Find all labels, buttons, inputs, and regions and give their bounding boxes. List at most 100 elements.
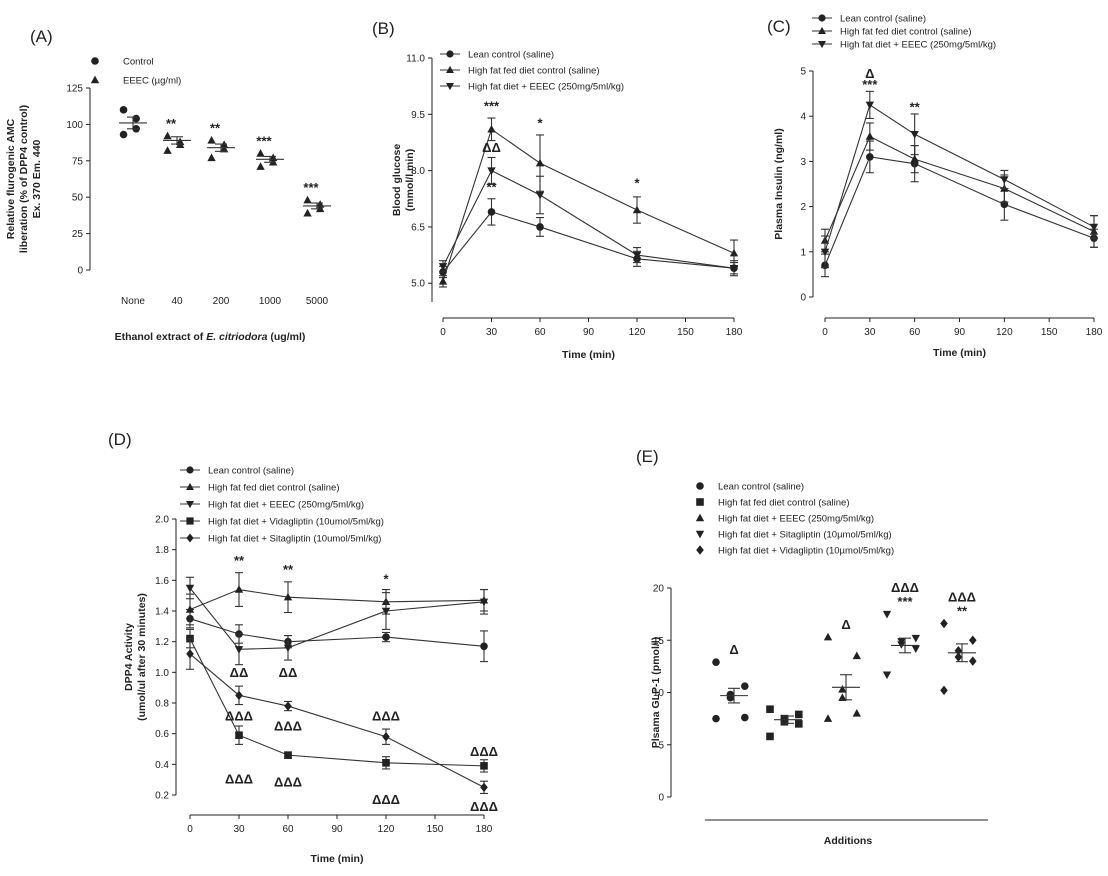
legend-marker: [818, 40, 826, 49]
legend-marker: [696, 482, 704, 490]
x-tick-label: 60: [282, 824, 294, 835]
data-point: [480, 642, 488, 651]
significance-annotation: **: [166, 116, 177, 131]
data-point: [865, 101, 875, 110]
legend-label: High fat diet + EEEC (250mg/5ml/kg): [718, 514, 874, 525]
legend-marker: [446, 65, 454, 74]
y-tick-label: 20: [653, 584, 665, 595]
data-point: [234, 585, 244, 593]
x-tick-label: 150: [1041, 327, 1058, 338]
data-point: [838, 684, 847, 693]
data-point: [256, 162, 265, 170]
data-point: [882, 610, 892, 619]
y-tick-label: 0: [77, 266, 83, 277]
data-point: [438, 263, 448, 271]
series-line: [824, 104, 1095, 252]
data-point: [235, 690, 243, 701]
data-point: [712, 714, 720, 723]
y-tick-label: 5: [800, 67, 806, 78]
data-point: [283, 592, 293, 601]
significance-annotation: ***: [303, 180, 319, 195]
y-axis-label: Ex. 370 Em. 440: [31, 139, 43, 218]
data-point: [852, 651, 861, 660]
significance-annotation: ΔΔΔ: [225, 772, 253, 787]
data-point: [766, 732, 774, 741]
data-point: [185, 584, 195, 593]
significance-annotation: ΔΔΔ: [948, 590, 976, 605]
y-tick-label: 9.5: [411, 110, 425, 121]
data-point: [284, 751, 292, 759]
x-tick-label: 120: [629, 327, 646, 338]
data-point: [954, 652, 963, 662]
y-tick-label: 2.0: [155, 515, 169, 526]
data-point: [780, 717, 789, 726]
data-point: [438, 276, 448, 285]
data-point: [303, 208, 312, 217]
legend-marker: [696, 545, 704, 555]
significance-annotation: **: [234, 553, 245, 568]
y-tick-label: 1.0: [155, 668, 169, 679]
legend-label: High fat fed diet control (saline): [208, 483, 339, 494]
legend-label: Lean control (saline): [468, 50, 554, 61]
data-point: [163, 146, 172, 154]
legend-marker: [818, 26, 826, 35]
y-axis-label: DPP4 Activity: [123, 623, 135, 691]
group-4: ΔΔΔ***: [882, 580, 920, 680]
data-point: [535, 191, 545, 200]
x-axis-label: Additions: [824, 835, 873, 847]
data-point: [911, 634, 920, 643]
group-2: [766, 705, 803, 741]
legend-label: High fat diet + Sitagliptin (10µmol/5ml/…: [718, 530, 892, 541]
legend-marker: [186, 466, 194, 474]
panel-b-blood-glucose-chart: (B) 5.0 6.5 8.0 9.5 11.0 0 30 60 90 120 150 180 Time …: [372, 19, 743, 361]
data-point: [969, 635, 977, 645]
significance-annotation: ***: [484, 99, 500, 114]
significance-annotation: ΔΔ: [230, 665, 249, 680]
series-2: [438, 117, 739, 288]
group-5: ΔΔΔ**: [940, 590, 977, 696]
y-tick-label: 50: [72, 193, 84, 204]
data-point: [729, 248, 739, 257]
data-point: [712, 658, 720, 666]
y-axis-label: Relative flurogenic AMC: [5, 118, 17, 239]
significance-annotation: **: [957, 604, 968, 619]
x-axis-label: Time (min): [311, 853, 364, 865]
panel-label: (E): [636, 447, 659, 466]
x-tick-label: 120: [996, 327, 1013, 338]
legend-marker: [446, 50, 454, 58]
y-tick-label: 1.6: [155, 576, 169, 587]
group-4: ***: [256, 134, 284, 170]
x-category-label: 200: [213, 296, 230, 307]
series-3: [185, 576, 489, 666]
panel-a-dpp4-inhibition-chart: (A) 0 25 50 75 100 125 Relative flurogenic AMC l…: [5, 27, 331, 343]
series-2: [185, 572, 489, 626]
legend-marker: [186, 517, 194, 525]
group-5: ***: [303, 180, 331, 217]
x-tick-label: 90: [331, 824, 343, 835]
x-tick-label: 150: [427, 824, 444, 835]
series-1: [186, 608, 488, 663]
data-point: [283, 644, 293, 653]
data-point: [119, 130, 128, 139]
legend-label: EEEC (µg/ml): [123, 76, 181, 87]
data-point: [256, 149, 265, 157]
data-point: [207, 136, 216, 144]
panel-label: (D): [108, 430, 132, 449]
panel-label: (B): [372, 19, 395, 38]
x-tick-label: 120: [378, 824, 395, 835]
legend-marker: [695, 513, 705, 522]
y-tick-label: 5.0: [411, 279, 425, 290]
data-point: [940, 618, 948, 629]
series-1: [439, 198, 738, 279]
data-point: [382, 759, 390, 767]
data-point: [219, 144, 229, 153]
x-category-label: 5000: [306, 296, 329, 307]
data-point: [866, 153, 874, 161]
x-axis-label: Time (min): [933, 347, 986, 359]
y-tick-label: 0.8: [155, 699, 169, 710]
legend-marker: [695, 530, 705, 539]
y-tick-label: 15: [653, 636, 665, 647]
legend-label: Lean control (saline): [840, 14, 926, 25]
y-tick-label: 8.0: [411, 166, 425, 177]
